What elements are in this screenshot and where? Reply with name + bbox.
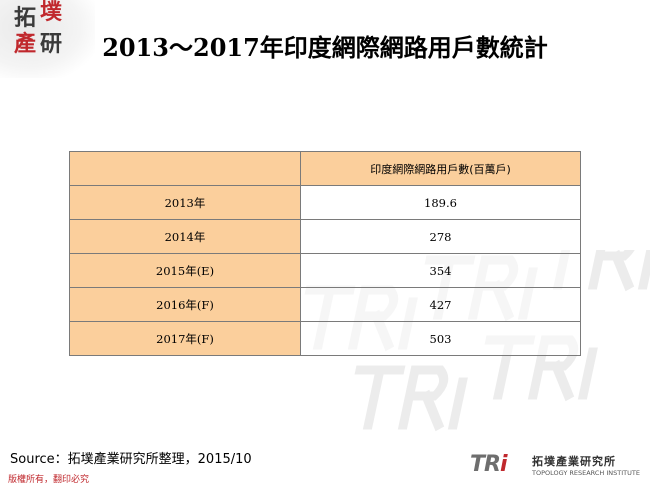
- logo-char: 研: [40, 32, 63, 57]
- table-row: 2015年(E) 354: [69, 253, 581, 288]
- year-cell: 2017年(F): [69, 321, 301, 356]
- table-row: 2013年 189.6: [69, 185, 581, 220]
- corner-logo: 拓 墣 產 研: [0, 0, 95, 78]
- table-corner-cell: [69, 151, 301, 186]
- year-cell: 2013年: [69, 185, 301, 220]
- tri-mark-tr: TR: [470, 452, 501, 477]
- logo-char: 墣: [40, 0, 63, 25]
- logo-char: 拓: [14, 6, 37, 31]
- value-cell: 189.6: [300, 185, 581, 220]
- tri-mark: TRi: [470, 452, 507, 477]
- table-row: 2016年(F) 427: [69, 287, 581, 322]
- table-header-row: 印度網際網路用戶數(百萬戶): [69, 151, 581, 186]
- table-row: 2014年 278: [69, 219, 581, 254]
- year-cell: 2015年(E): [69, 253, 301, 288]
- value-cell: 427: [300, 287, 581, 322]
- year-cell: 2016年(F): [69, 287, 301, 322]
- value-cell: 354: [300, 253, 581, 288]
- tri-mark-i: i: [499, 452, 507, 477]
- copyright-notice: 版權所有，翻印必究: [8, 475, 90, 485]
- source-note: Source：拓墣產業研究所整理，2015/10: [10, 452, 252, 467]
- year-cell: 2014年: [69, 219, 301, 254]
- value-cell: 278: [300, 219, 581, 254]
- column-header: 印度網際網路用戶數(百萬戶): [300, 151, 581, 186]
- internet-users-table: 印度網際網路用戶數(百萬戶) 2013年 189.6 2014年 278 201…: [69, 151, 581, 356]
- logo-char: 產: [14, 32, 37, 57]
- tri-chinese-name: 拓墣產業研究所: [532, 455, 616, 468]
- table-row: 2017年(F) 503: [69, 321, 581, 356]
- footer-bar: [0, 472, 650, 485]
- tri-logo: TRi 拓墣產業研究所 TOPOLOGY RESEARCH INSTITUTE: [470, 452, 645, 482]
- tri-english-name: TOPOLOGY RESEARCH INSTITUTE: [532, 469, 640, 477]
- slide-title: 2013～2017年印度網際網路用戶數統計: [102, 33, 548, 62]
- value-cell: 503: [300, 321, 581, 356]
